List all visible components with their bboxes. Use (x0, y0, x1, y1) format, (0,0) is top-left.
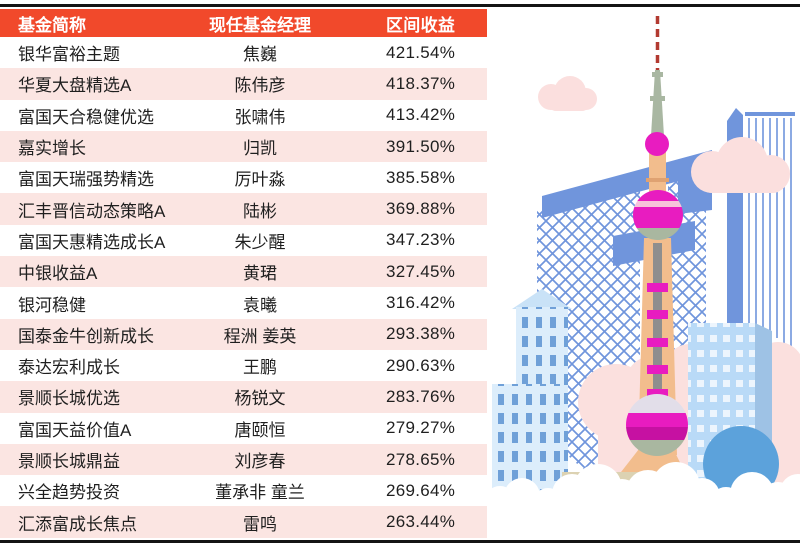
table-row: 银华富裕主题 焦巍 421.54% (0, 37, 487, 69)
header-return-cell: 区间收益 (386, 15, 456, 35)
fund-name-cell: 富国天惠精选成长A (18, 232, 166, 252)
fund-name-cell: 汇添富成长焦点 (18, 514, 137, 534)
tower-upper-sphere (633, 190, 683, 240)
manager-cell: 厉叶淼 (234, 170, 286, 190)
manager-cell: 朱少醒 (234, 232, 286, 252)
manager-cell: 王鹏 (243, 358, 277, 378)
white-clouds (490, 462, 800, 541)
fund-name-cell: 景顺长城优选 (18, 389, 120, 409)
manager-cell: 袁曦 (243, 295, 277, 315)
manager-cell: 焦巍 (243, 45, 277, 65)
manager-cell: 刘彦春 (234, 452, 286, 471)
return-cell: 293.38% (386, 324, 456, 344)
table-row: 景顺长城优选 杨锐文 283.76% (0, 381, 487, 413)
table-row: 富国天合稳健优选 张啸伟 413.42% (0, 99, 487, 131)
return-cell: 290.63% (386, 355, 456, 375)
fund-returns-table: 基金简称 现任基金经理 区间收益 银华富裕主题 焦巍 421.54% 华夏大盘精选A 陈伟彦… (0, 9, 487, 538)
table-row: 富国天惠精选成长A 朱少醒 347.23% (0, 224, 487, 257)
return-cell: 369.88% (386, 199, 456, 219)
return-cell: 385.58% (386, 167, 456, 187)
fund-name-cell: 泰达宏利成长 (18, 358, 120, 378)
return-cell: 413.42% (386, 105, 456, 125)
table-row: 银河稳健 袁曦 316.42% (0, 287, 487, 319)
return-cell: 269.64% (386, 480, 456, 500)
return-cell: 263.44% (386, 512, 456, 532)
fund-name-cell: 国泰金牛创新成长 (18, 326, 154, 346)
fund-name-cell: 嘉实增长 (18, 139, 86, 159)
table-row: 汇添富成长焦点 雷鸣 263.44% (0, 506, 487, 538)
manager-cell: 陆彬 (243, 201, 277, 221)
fund-name-cell: 富国天益价值A (18, 420, 132, 440)
return-cell: 327.45% (386, 261, 456, 281)
table-header: 基金简称 现任基金经理 区间收益 (0, 9, 487, 37)
shanghai-skyline-illustration (490, 16, 800, 541)
manager-cell: 唐颐恒 (234, 420, 286, 440)
table-row: 汇丰晋信动态策略A 陆彬 369.88% (0, 193, 487, 225)
fund-name-cell: 富国天合稳健优选 (18, 107, 154, 127)
return-cell: 278.65% (386, 449, 456, 469)
tower-small-sphere (645, 132, 669, 156)
manager-cell: 董承非 童兰 (215, 483, 305, 503)
fund-name-cell: 汇丰晋信动态策略A (18, 201, 166, 221)
return-cell: 279.27% (386, 418, 456, 438)
manager-cell: 雷鸣 (243, 514, 277, 534)
return-cell: 347.23% (386, 230, 456, 250)
table-row: 富国天益价值A 唐颐恒 279.27% (0, 412, 487, 444)
fund-name-cell: 银河稳健 (18, 295, 86, 315)
header-manager-cell: 现任基金经理 (209, 15, 311, 35)
fund-name-cell: 景顺长城鼎益 (18, 452, 120, 471)
pink-cloud-left (538, 76, 597, 111)
table-row: 泰达宏利成长 王鹏 290.63% (0, 349, 487, 382)
header-fund-name-cell: 基金简称 (18, 15, 86, 35)
tower-spire (651, 70, 664, 136)
fund-name-cell: 富国天瑞强势精选 (18, 170, 154, 190)
return-cell: 391.50% (386, 136, 456, 156)
table-row: 富国天瑞强势精选 厉叶淼 385.58% (0, 162, 487, 194)
table-row: 兴全趋势投资 董承非 童兰 269.64% (0, 475, 487, 507)
table-body: 银华富裕主题 焦巍 421.54% 华夏大盘精选A 陈伟彦 418.37% 富国天合稳健优选… (0, 37, 487, 538)
manager-cell: 程洲 姜英 (223, 326, 297, 346)
fund-name-cell: 兴全趋势投资 (18, 483, 120, 503)
manager-cell: 归凯 (243, 139, 277, 159)
tower-lower-sphere (626, 394, 688, 456)
return-cell: 418.37% (386, 73, 456, 93)
tower-rings (647, 283, 668, 398)
manager-cell: 张啸伟 (234, 107, 286, 127)
fund-name-cell: 华夏大盘精选A (18, 76, 132, 96)
table-row: 中银收益A 黄珺 327.45% (0, 256, 487, 288)
table-row: 华夏大盘精选A 陈伟彦 418.37% (0, 68, 487, 100)
return-cell: 421.54% (386, 42, 456, 62)
manager-cell: 黄珺 (243, 264, 277, 284)
fund-name-cell: 中银收益A (18, 264, 98, 284)
bottom-border-line (0, 540, 800, 543)
table-row: 国泰金牛创新成长 程洲 姜英 293.38% (0, 318, 487, 350)
return-cell: 316.42% (386, 293, 456, 313)
top-border-line (0, 4, 800, 7)
table-row: 景顺长城鼎益 刘彦春 278.65% (0, 443, 487, 476)
pink-cloud-right (691, 137, 790, 193)
manager-cell: 陈伟彦 (234, 76, 286, 96)
fund-name-cell: 银华富裕主题 (18, 45, 120, 65)
table-row: 嘉实增长 归凯 391.50% (0, 130, 487, 163)
manager-cell: 杨锐文 (234, 389, 286, 409)
return-cell: 283.76% (386, 386, 456, 406)
